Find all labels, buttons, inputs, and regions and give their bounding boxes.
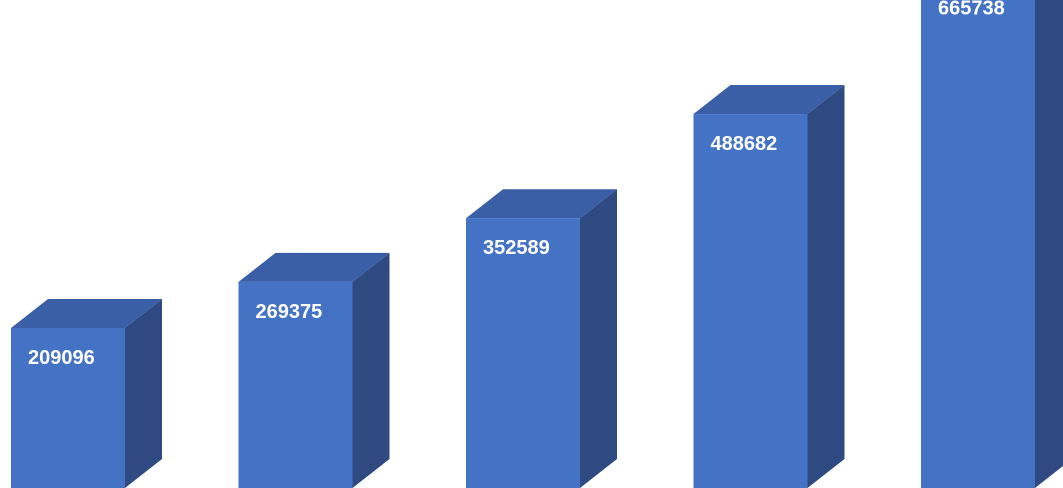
data-label-5: 665738: [938, 0, 1005, 20]
data-label-2: 269375: [256, 301, 323, 323]
bar-top-face: [238, 252, 390, 282]
bar-top-face: [466, 189, 617, 219]
data-label-1: 209096: [28, 347, 95, 369]
bar-side-face: [125, 299, 162, 488]
bar-front-face: [11, 328, 125, 488]
bar-2: 269375: [238, 252, 390, 488]
bar-side-face: [580, 189, 617, 488]
bar-side-face: [807, 85, 845, 488]
data-label-3: 352589: [483, 237, 550, 259]
bar-side-face: [1035, 0, 1063, 488]
bar-4: 488682: [693, 85, 845, 488]
bar-front-face: [921, 0, 1035, 488]
bar-1: 209096: [11, 299, 162, 488]
bar-5: 665738: [921, 0, 1063, 488]
bar-top-face: [693, 85, 845, 115]
bar-front-face: [238, 281, 353, 488]
bar-side-face: [352, 252, 390, 488]
bar-top-face: [11, 299, 162, 328]
bars-group: 209096 269375 352589 488682 665738: [11, 0, 1063, 488]
data-label-4: 488682: [711, 133, 778, 155]
bar-3: 352589: [466, 189, 617, 488]
bar-front-face: [466, 218, 580, 488]
bar-front-face: [693, 114, 808, 488]
